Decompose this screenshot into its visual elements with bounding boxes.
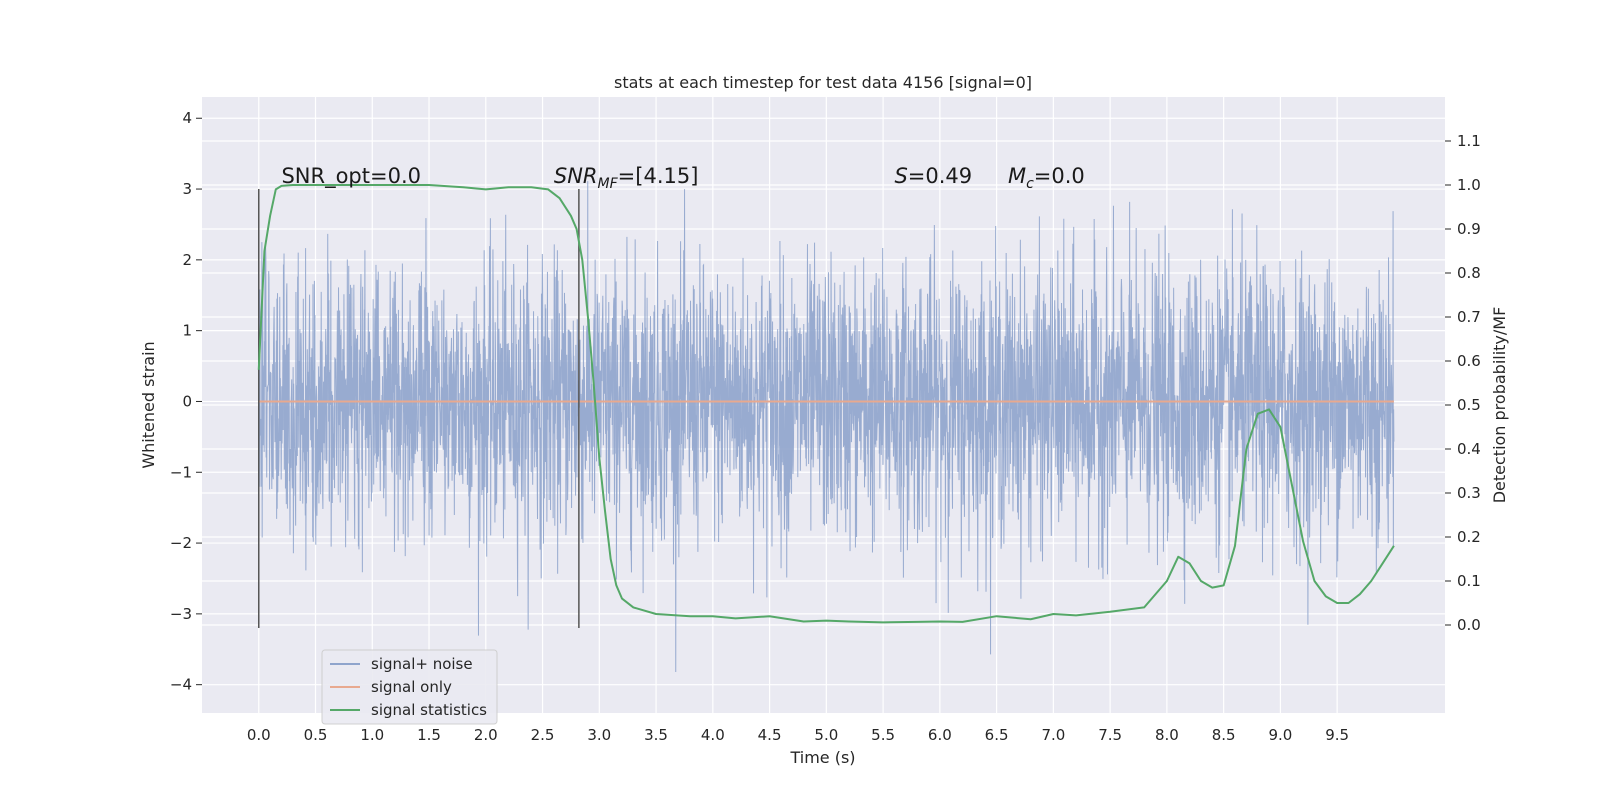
annotation-2: S=0.49 <box>894 164 972 188</box>
y-tick-label-left-7: 3 <box>182 180 192 198</box>
y-tick-label-left-2: −2 <box>170 534 192 552</box>
x-tick-label-17: 8.5 <box>1212 726 1236 744</box>
y-ticks-right: 0.0 0.1 0.2 0.3 0.4 0.5 0.6 0.7 0.8 0.9 1.0 1.1 <box>1445 132 1481 634</box>
x-tick-label-7: 3.5 <box>644 726 668 744</box>
legend-label-signal-noise: signal+ noise <box>371 655 473 673</box>
x-tick-label-10: 5.0 <box>814 726 838 744</box>
y-tick-label-right-11: 1.1 <box>1457 132 1481 150</box>
y-tick-label-left-6: 2 <box>182 251 192 269</box>
legend-label-signal-statistics: signal statistics <box>371 701 487 719</box>
vertical-lines <box>258 189 580 629</box>
y-axis-label-left: Whitened strain <box>139 341 158 468</box>
signal-statistics-line <box>257 184 1395 624</box>
y-tick-label-right-2: 0.2 <box>1457 528 1481 546</box>
signal-statistics-series <box>257 184 1395 624</box>
y-tick-label-right-9: 0.9 <box>1457 220 1481 238</box>
annotations: SNR_opt=0.0 SNRMF=[4.15] S=0.49 Mc=0.0 <box>281 164 1084 192</box>
legend: signal+ noise signal only signal statist… <box>321 649 498 725</box>
x-tick-label-2: 1.0 <box>360 726 384 744</box>
y-tick-label-left-3: −1 <box>170 463 192 481</box>
x-axis-label: Time (s) <box>789 748 855 767</box>
signal-noise-series <box>258 181 1395 672</box>
x-tick-label-5: 2.5 <box>531 726 555 744</box>
chart-title: stats at each timestep for test data 415… <box>614 73 1032 92</box>
x-tick-label-4: 2.0 <box>474 726 498 744</box>
x-tick-label-9: 4.5 <box>758 726 782 744</box>
x-tick-label-3: 1.5 <box>417 726 441 744</box>
y-tick-label-right-3: 0.3 <box>1457 484 1481 502</box>
y-tick-label-left-0: −4 <box>170 676 192 694</box>
annotation-0: SNR_opt=0.0 <box>281 164 421 189</box>
x-tick-label-0: 0.0 <box>247 726 271 744</box>
y-tick-label-left-5: 1 <box>182 322 192 340</box>
y-tick-label-left-1: −3 <box>170 605 192 623</box>
x-tick-label-1: 0.5 <box>304 726 328 744</box>
x-tick-label-14: 7.0 <box>1041 726 1065 744</box>
y-tick-label-right-7: 0.7 <box>1457 308 1481 326</box>
x-tick-label-12: 6.0 <box>928 726 952 744</box>
y-tick-label-right-4: 0.4 <box>1457 440 1481 458</box>
y-tick-label-right-6: 0.6 <box>1457 352 1481 370</box>
x-tick-label-13: 6.5 <box>985 726 1009 744</box>
x-tick-label-18: 9.0 <box>1268 726 1292 744</box>
x-tick-label-11: 5.5 <box>871 726 895 744</box>
y-tick-label-left-8: 4 <box>182 109 192 127</box>
x-tick-label-15: 7.5 <box>1098 726 1122 744</box>
y-ticks-left: −4 −3 −2 −1 0 1 2 3 4 <box>170 109 202 694</box>
x-ticks: 0.0 0.5 1.0 1.5 2.0 2.5 3.0 3.5 4.0 4.5 5.0 5.5 6.0 6… <box>247 726 1349 744</box>
y-tick-label-right-8: 0.8 <box>1457 264 1481 282</box>
y-tick-label-right-0: 0.0 <box>1457 616 1481 634</box>
y-tick-label-right-5: 0.5 <box>1457 396 1481 414</box>
y-tick-label-left-4: 0 <box>182 392 192 410</box>
x-tick-label-16: 8.0 <box>1155 726 1179 744</box>
x-tick-label-19: 9.5 <box>1325 726 1349 744</box>
x-tick-label-6: 3.0 <box>587 726 611 744</box>
annotation-1: SNRMF=[4.15] <box>554 164 699 192</box>
y-tick-label-right-10: 1.0 <box>1457 176 1481 194</box>
annotation-3: Mc=0.0 <box>1008 164 1085 192</box>
legend-box <box>321 649 498 725</box>
y-axis-label-right: Detection probability/MF <box>1490 307 1509 504</box>
legend-label-signal-only: signal only <box>371 678 452 696</box>
y-tick-label-right-1: 0.1 <box>1457 572 1481 590</box>
signal-noise-line <box>258 181 1395 672</box>
x-tick-label-8: 4.0 <box>701 726 725 744</box>
